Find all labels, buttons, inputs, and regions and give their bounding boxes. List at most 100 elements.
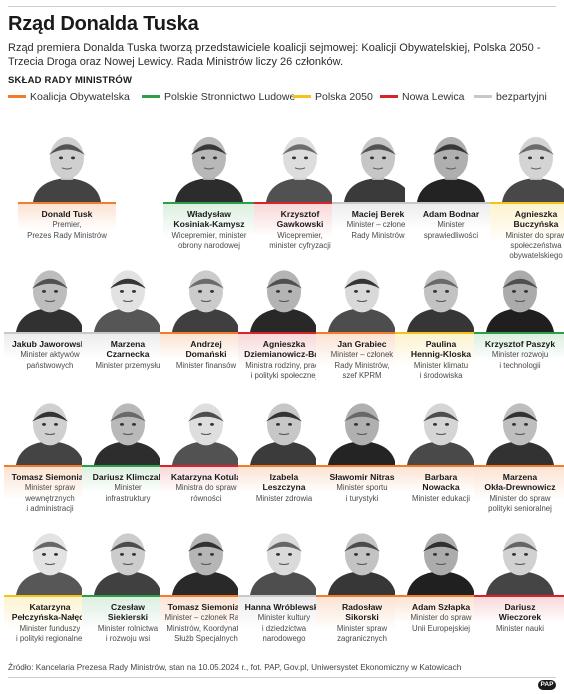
minister-info: Agnieszka Buczyńska Minister do spraw spo…: [490, 204, 564, 262]
minister-info: Adam Bodnar Minister sprawiedliwości: [405, 204, 497, 241]
party-rule: [316, 595, 408, 597]
minister-role: Minister nauki: [495, 623, 545, 633]
minister-name: Krzysztof Paszyk: [484, 339, 556, 349]
portrait-icon: [316, 525, 408, 595]
minister-role: Minister sportu i turystyki: [336, 483, 388, 503]
minister-name: Dariusz Wieczorek: [498, 602, 542, 623]
minister-name: Barbara Nowacka: [422, 472, 460, 493]
portrait-icon: [160, 395, 252, 465]
legend-item-p2050: Polska 2050: [293, 90, 379, 108]
portrait-icon: [82, 262, 174, 332]
minister-role: Ministra rodziny, pracy i polityki społe…: [245, 360, 323, 381]
minister-role: Minister – członek Rady Ministrów, szef …: [330, 350, 394, 380]
minister-name: Tomasz Siemoniak: [11, 472, 89, 482]
minister-name: Marzena Okła-Drewnowicz: [484, 472, 556, 493]
party-legend: Koalicja Obywatelska Polskie Stronnictwo…: [8, 90, 556, 110]
minister-card: Donald Tusk Premier, Prezes Rady Ministró…: [18, 126, 116, 241]
intro-text: Rząd premiera Donalda Tuska tworzą przed…: [8, 42, 541, 68]
minister-info: Marzena Okła-Drewnowicz Minister do spraw…: [474, 467, 564, 515]
party-rule: [395, 595, 487, 597]
minister-name: Tomasz Siemoniak: [167, 602, 245, 612]
minister-info: Tomasz Siemoniak Minister spraw wewnętrzn…: [4, 467, 96, 515]
minister-card: Agnieszka Buczyńska Minister do spraw spo…: [490, 126, 564, 262]
portrait-icon: [82, 525, 174, 595]
portrait-icon: [474, 525, 564, 595]
minister-info: Radosław Sikorski Minister spraw zagranic…: [316, 597, 408, 645]
legend-label: Polskie Stronnictwo Ludowe: [164, 91, 296, 103]
legend-item-psl: Polskie Stronnictwo Ludowe: [142, 90, 296, 108]
portrait-icon: [405, 126, 497, 202]
portrait-icon: [238, 262, 330, 332]
minister-card: Paulina Hennig-Kloska Minister klimatu i …: [395, 262, 487, 382]
legend-label: Polska 2050: [315, 91, 373, 103]
minister-info: Marzena Czarnecka Minister przemysłu: [82, 334, 174, 372]
portrait-icon: [160, 262, 252, 332]
legend-label: Nowa Lewica: [402, 91, 465, 103]
portrait-icon: [163, 126, 255, 202]
minister-name: Sławomir Nitras: [329, 472, 395, 482]
minister-info: Katarzyna Pełczyńska-Nałęcz Minister fund…: [4, 597, 96, 645]
portrait-icon: [82, 395, 174, 465]
party-rule: [18, 202, 116, 204]
minister-role: Minister przemysłu: [95, 360, 161, 370]
minister-card: Jakub Jaworowski Minister aktywów państwo…: [4, 262, 96, 371]
portrait-icon: [316, 262, 408, 332]
minister-name: Hanna Wróblewska: [244, 602, 324, 612]
legend-swatch: [8, 95, 26, 98]
minister-info: Sławomir Nitras Minister sportu i turysty…: [316, 467, 408, 504]
minister-name: Jan Grabiec: [337, 339, 387, 349]
portrait-icon: [474, 395, 564, 465]
party-rule: [474, 332, 564, 334]
minister-role: Minister klimatu i środowiska: [413, 360, 469, 381]
party-rule: [316, 465, 408, 467]
page-title: Rząd Donalda Tuska: [8, 13, 199, 35]
minister-card: Barbara Nowacka Minister edukacji: [395, 395, 487, 505]
legend-item-nl: Nowa Lewica: [380, 90, 466, 108]
party-rule: [332, 202, 424, 204]
party-rule: [395, 332, 487, 334]
minister-role: Minister zdrowia: [255, 493, 313, 503]
minister-name: Jakub Jaworowski: [12, 339, 88, 349]
minister-name: Paulina Hennig-Kloska: [410, 339, 472, 360]
party-rule: [405, 202, 497, 204]
minister-card: Adam Szłapka Minister do spraw Unii Europ…: [395, 525, 487, 634]
minister-name: Maciej Berek: [351, 209, 405, 219]
minister-role: Wicepremier, minister cyfryzacji: [269, 230, 331, 251]
party-rule: [254, 202, 346, 204]
minister-name: Radosław Sikorski: [341, 602, 383, 623]
minister-info: Adam Szłapka Minister do spraw Unii Europ…: [395, 597, 487, 634]
portrait-icon: [160, 525, 252, 595]
minister-info: Hanna Wróblewska Minister kultury i dzied…: [238, 597, 330, 645]
legend-swatch: [293, 95, 311, 98]
minister-info: Krzysztof Paszyk Minister rozwoju i techn…: [474, 334, 564, 371]
party-rule: [238, 332, 330, 334]
minister-info: Katarzyna Kotula Ministra do spraw równoś…: [160, 467, 252, 504]
minister-card: Katarzyna Kotula Ministra do spraw równoś…: [160, 395, 252, 504]
portrait-icon: [4, 395, 96, 465]
party-rule: [238, 465, 330, 467]
minister-card: Agnieszka Dziemianowicz-Bąk Ministra rodz…: [238, 262, 330, 382]
minister-name: Katarzyna Kotula: [170, 472, 242, 482]
minister-card: Marzena Czarnecka Minister przemysłu: [82, 262, 174, 372]
top-divider: [8, 6, 556, 7]
minister-card: Tomasz Siemoniak Minister spraw wewnętrzn…: [4, 395, 96, 515]
minister-role: Premier, Prezes Rady Ministrów: [27, 220, 107, 240]
party-rule: [4, 465, 96, 467]
minister-card: Dariusz Klimczak Minister infrastruktury: [82, 395, 174, 504]
legend-swatch: [142, 95, 160, 98]
legend-label: bezpartyjni: [496, 91, 547, 103]
legend-item-np: bezpartyjni: [474, 90, 556, 108]
party-rule: [490, 202, 564, 204]
legend-swatch: [380, 95, 398, 98]
minister-card: Adam Bodnar Minister sprawiedliwości: [405, 126, 497, 241]
party-rule: [4, 595, 96, 597]
pap-logo: PAP: [538, 680, 556, 690]
party-rule: [82, 595, 174, 597]
party-rule: [160, 332, 252, 334]
minister-role: Minister do spraw Unii Europejskiej: [410, 613, 472, 633]
minister-card: Sławomir Nitras Minister sportu i turysty…: [316, 395, 408, 504]
minister-role: Minister spraw zagranicznych: [336, 623, 388, 644]
minister-info: Jan Grabiec Minister – członek Rady Minis…: [316, 334, 408, 382]
minister-role: Minister finansów: [175, 360, 237, 370]
minister-card: Radosław Sikorski Minister spraw zagranic…: [316, 525, 408, 645]
